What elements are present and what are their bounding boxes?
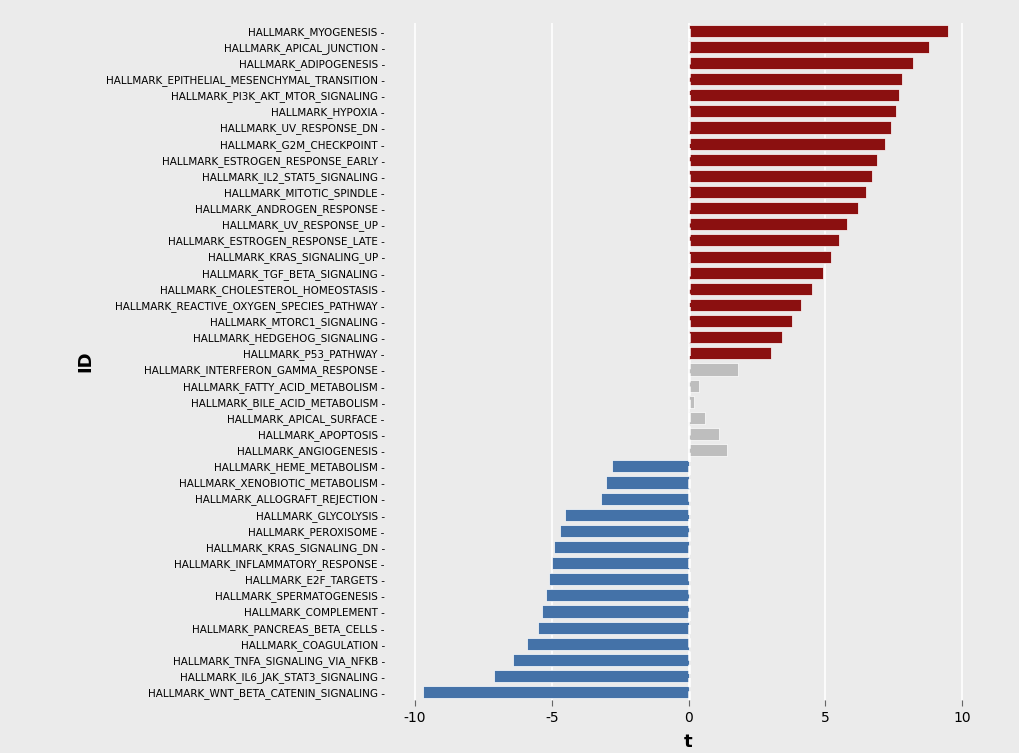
Bar [565,509,688,521]
Bar [688,202,857,214]
Bar [513,654,688,666]
Bar [688,121,890,133]
Bar [688,25,948,37]
Bar [551,557,688,569]
Bar [688,299,800,311]
Bar [688,138,884,150]
Bar [688,380,699,392]
Bar [688,283,811,295]
Bar [688,170,871,182]
Bar [688,73,901,85]
Bar [546,590,688,602]
Bar [688,331,781,343]
Bar [688,154,876,166]
Bar [554,541,688,553]
Bar [423,686,688,698]
Bar [688,57,912,69]
Bar [538,622,688,634]
Bar [688,234,839,246]
Bar [611,460,688,472]
Bar [688,412,704,424]
Bar [688,251,829,263]
Bar [688,428,718,440]
Bar [688,89,899,101]
Bar [527,638,688,650]
Bar [542,605,688,617]
Bar [688,186,865,198]
Bar [688,315,792,327]
Bar [600,492,688,505]
Bar [606,477,688,489]
Bar [548,573,688,585]
Bar [688,218,847,230]
Bar [688,267,821,279]
Bar [688,364,737,376]
X-axis label: t: t [684,733,692,751]
Y-axis label: ID: ID [76,351,95,372]
Bar [688,347,769,359]
Bar [688,396,693,408]
Bar [494,670,688,682]
Bar [688,105,896,117]
Bar [688,444,727,456]
Bar [559,525,688,537]
Bar [688,41,928,53]
